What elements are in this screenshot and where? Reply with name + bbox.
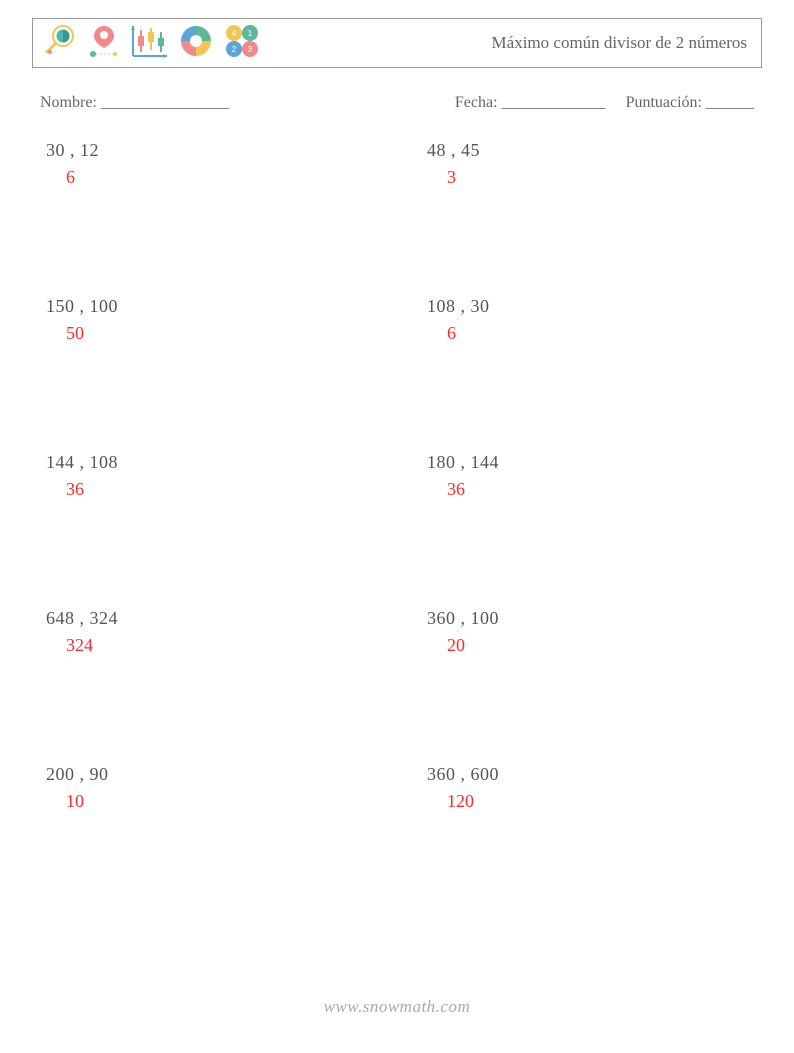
date-field-label: Fecha: _____________ — [455, 94, 606, 111]
problem-question: 360 , 100 — [427, 608, 748, 629]
score-field-label: Puntuación: ______ — [626, 94, 754, 111]
header-icons: 4 1 2 3 — [41, 22, 261, 65]
grid-circles-icon: 4 1 2 3 — [223, 22, 261, 65]
worksheet-title: Máximo común divisor de 2 números — [492, 33, 747, 53]
problem-answer: 20 — [427, 635, 748, 656]
svg-text:3: 3 — [248, 45, 253, 54]
name-field-label: Nombre: ________________ — [40, 94, 229, 112]
problems-grid: 30 , 12 6 48 , 45 3 150 , 100 50 108 , 3… — [32, 140, 762, 812]
worksheet-page: 4 1 2 3 Máximo común divisor de 2 número… — [0, 0, 794, 812]
meta-row: Nombre: ________________ Fecha: ________… — [40, 94, 754, 112]
problem-answer: 6 — [46, 167, 367, 188]
problem-question: 48 , 45 — [427, 140, 748, 161]
footer-url: www.snowmath.com — [0, 997, 794, 1017]
svg-text:1: 1 — [248, 29, 253, 38]
problem-question: 200 , 90 — [46, 764, 367, 785]
donut-chart-icon — [177, 22, 215, 65]
svg-text:2: 2 — [232, 45, 237, 54]
problem-question: 360 , 600 — [427, 764, 748, 785]
problem-answer: 50 — [46, 323, 367, 344]
problem-item: 648 , 324 324 — [46, 608, 367, 656]
problem-item: 108 , 30 6 — [427, 296, 748, 344]
problem-item: 144 , 108 36 — [46, 452, 367, 500]
header-box: 4 1 2 3 Máximo común divisor de 2 número… — [32, 18, 762, 68]
problem-answer: 3 — [427, 167, 748, 188]
problem-question: 648 , 324 — [46, 608, 367, 629]
problem-question: 180 , 144 — [427, 452, 748, 473]
problem-answer: 10 — [46, 791, 367, 812]
problem-item: 200 , 90 10 — [46, 764, 367, 812]
problem-question: 144 , 108 — [46, 452, 367, 473]
globe-magnifier-icon — [41, 22, 79, 65]
map-pin-icon — [87, 22, 121, 65]
problem-item: 180 , 144 36 — [427, 452, 748, 500]
problem-item: 360 , 100 20 — [427, 608, 748, 656]
problem-item: 48 , 45 3 — [427, 140, 748, 188]
problem-answer: 36 — [427, 479, 748, 500]
svg-text:4: 4 — [232, 29, 237, 38]
problem-item: 150 , 100 50 — [46, 296, 367, 344]
problem-item: 30 , 12 6 — [46, 140, 367, 188]
problem-item: 360 , 600 120 — [427, 764, 748, 812]
problem-answer: 36 — [46, 479, 367, 500]
meta-right: Fecha: _____________ Puntuación: ______ — [455, 94, 754, 112]
problem-answer: 324 — [46, 635, 367, 656]
candlestick-chart-icon — [129, 22, 169, 65]
problem-question: 30 , 12 — [46, 140, 367, 161]
problem-answer: 120 — [427, 791, 748, 812]
problem-question: 150 , 100 — [46, 296, 367, 317]
problem-answer: 6 — [427, 323, 748, 344]
problem-question: 108 , 30 — [427, 296, 748, 317]
